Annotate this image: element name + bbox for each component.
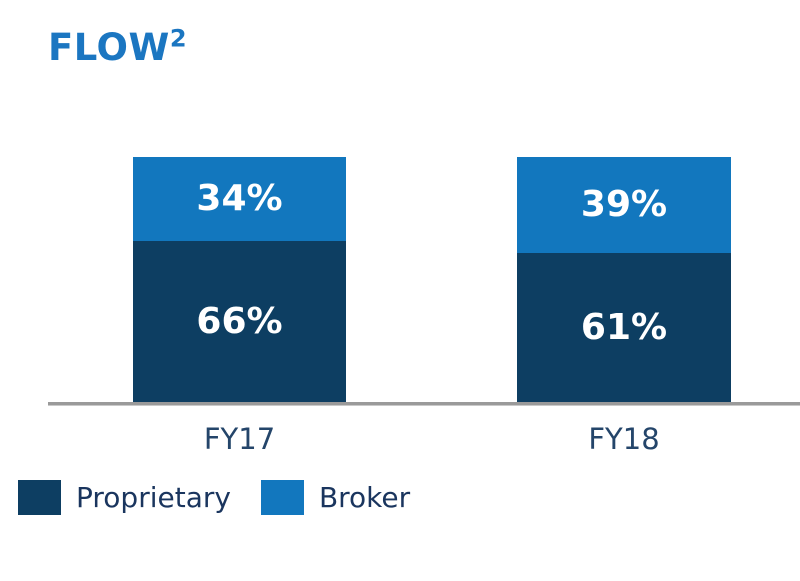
bar-segment-proprietary-fy17: 66% <box>133 240 346 403</box>
legend-item-proprietary: Proprietary <box>18 480 231 515</box>
chart-title-text: FLOW <box>48 26 170 69</box>
x-axis-line <box>48 402 800 406</box>
x-axis-label-fy17: FY17 <box>203 422 276 456</box>
bar-segment-proprietary-fy18: 61% <box>517 252 731 403</box>
bar-fy18: 39% 61% <box>517 157 731 403</box>
legend-swatch-proprietary <box>18 480 61 515</box>
chart-title: FLOW2 <box>48 24 188 69</box>
legend: Proprietary Broker <box>18 480 410 515</box>
legend-label-proprietary: Proprietary <box>76 481 231 514</box>
segment-value-label: 61% <box>580 307 668 349</box>
segment-value-label: 34% <box>196 178 283 220</box>
legend-swatch-broker <box>260 480 304 515</box>
bar-segment-broker-fy17: 34% <box>133 157 346 241</box>
legend-item-broker: Broker <box>260 480 411 515</box>
legend-label-broker: Broker <box>318 481 411 514</box>
x-axis-label-fy18: FY18 <box>588 422 660 456</box>
segment-value-label: 66% <box>196 301 283 343</box>
chart-title-footnote-marker: 2 <box>169 24 188 53</box>
bar-fy17: 34% 66% <box>133 157 346 403</box>
segment-value-label: 39% <box>580 184 668 226</box>
bar-segment-broker-fy18: 39% <box>517 157 731 253</box>
